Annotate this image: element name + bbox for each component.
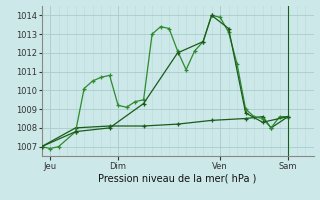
X-axis label: Pression niveau de la mer( hPa ): Pression niveau de la mer( hPa ): [99, 173, 257, 183]
